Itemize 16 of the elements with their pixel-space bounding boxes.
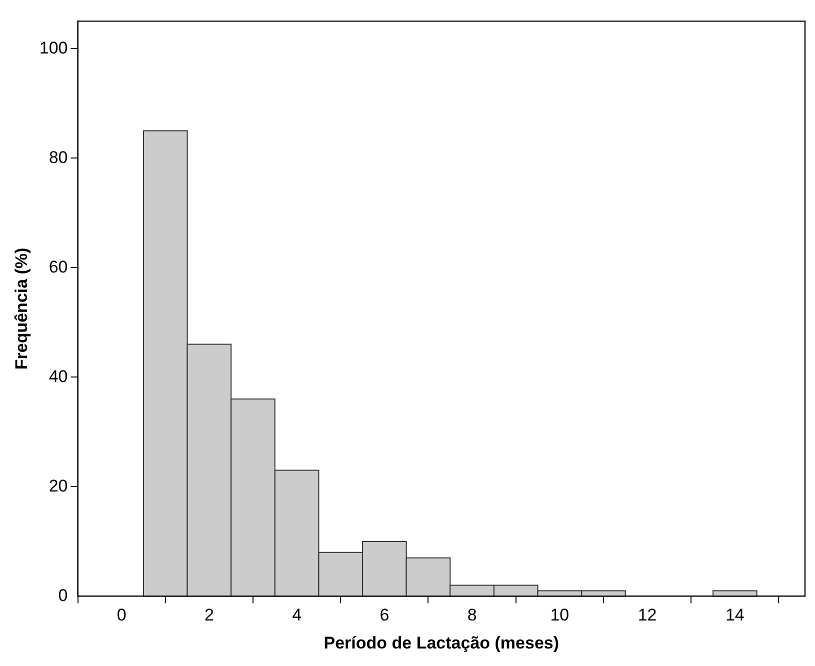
- y-tick-label: 0: [58, 586, 68, 605]
- y-tick-label: 20: [48, 476, 68, 496]
- x-tick-label: 14: [725, 605, 744, 624]
- x-tick-label: 4: [292, 605, 302, 624]
- x-tick-label: 12: [638, 605, 657, 624]
- x-tick-label: 6: [380, 605, 390, 624]
- y-tick-label: 60: [48, 257, 68, 276]
- y-tick-label: 40: [48, 366, 68, 386]
- x-tick-label: 8: [467, 605, 477, 624]
- y-tick-label: 100: [39, 38, 68, 58]
- x-tick-label: 0: [116, 605, 126, 624]
- x-axis-title: Período de Lactação (meses): [324, 633, 560, 652]
- x-tick-label: 2: [204, 605, 214, 624]
- y-axis-title: Frequência (%): [12, 248, 31, 370]
- x-tick-label: 10: [550, 605, 570, 624]
- y-tick-label: 80: [48, 148, 68, 167]
